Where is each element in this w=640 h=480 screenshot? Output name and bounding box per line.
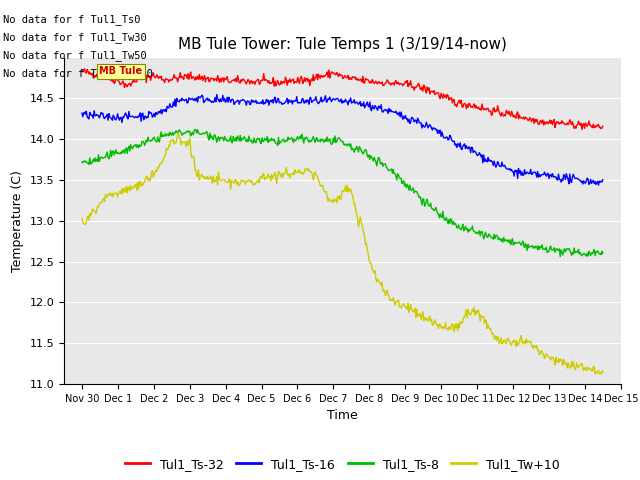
Title: MB Tule Tower: Tule Temps 1 (3/19/14-now): MB Tule Tower: Tule Temps 1 (3/19/14-now… <box>178 37 507 52</box>
Text: No data for f Tul1_Tw30: No data for f Tul1_Tw30 <box>3 32 147 43</box>
X-axis label: Time: Time <box>327 409 358 422</box>
Legend: Tul1_Ts-32, Tul1_Ts-16, Tul1_Ts-8, Tul1_Tw+10: Tul1_Ts-32, Tul1_Ts-16, Tul1_Ts-8, Tul1_… <box>120 453 564 476</box>
Text: MB Tule: MB Tule <box>99 66 142 76</box>
Text: No data for f Tul1_Ts0: No data for f Tul1_Ts0 <box>3 13 141 24</box>
Text: No data for f Tul1_Tw50: No data for f Tul1_Tw50 <box>3 50 147 61</box>
Y-axis label: Temperature (C): Temperature (C) <box>11 170 24 272</box>
Text: No data for f Tul1_Tw100: No data for f Tul1_Tw100 <box>3 68 153 79</box>
